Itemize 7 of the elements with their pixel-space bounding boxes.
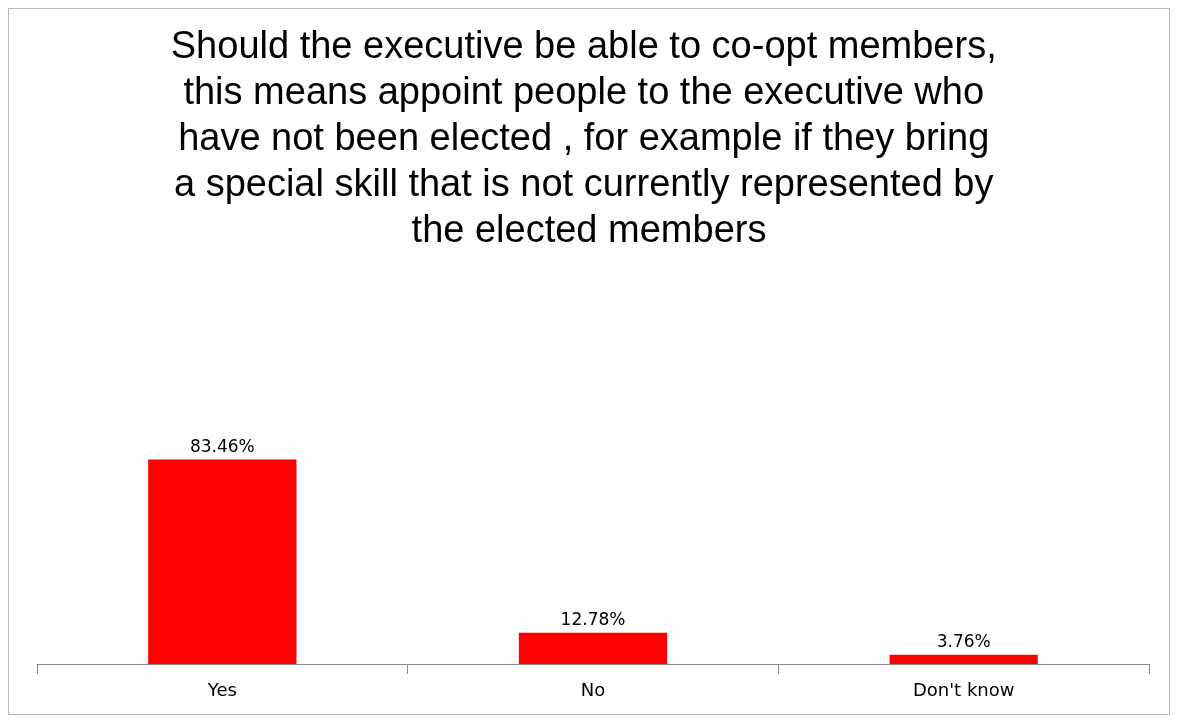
- x-tick-label: Yes: [206, 678, 237, 700]
- chart-title: Should the executive be able to co-opt members, this means appoint people to the executive who have not been elected , for example if they bring a special skill that is not currently represented by the elected members: [170, 24, 1008, 250]
- data-label: 83.46%: [189, 436, 255, 457]
- x-tick-label: No: [580, 678, 606, 700]
- x-tick-label: Don't know: [912, 678, 1015, 700]
- data-label: 12.78%: [560, 609, 626, 630]
- data-label: 3.76%: [936, 631, 991, 652]
